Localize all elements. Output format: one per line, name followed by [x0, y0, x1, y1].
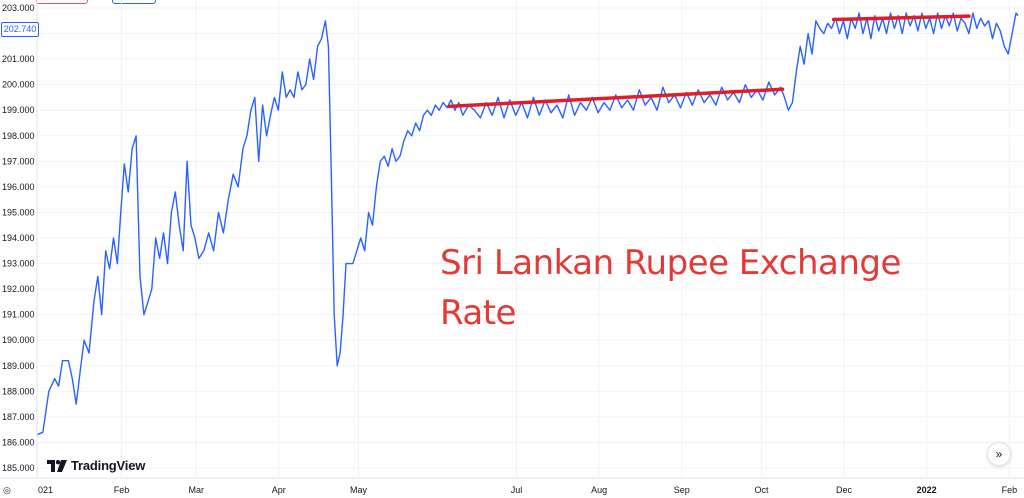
x-tick-label: Apr	[272, 485, 286, 495]
x-tick-label: Jul	[511, 485, 523, 495]
x-tick-label: Mar	[188, 485, 204, 495]
trendline-layer	[447, 14, 971, 109]
tradingview-logo-text: TradingView	[71, 458, 146, 473]
time-axis: 021 Feb Mar Apr May Jul Aug Sep Oct Dec 2022 Feb	[38, 485, 1017, 495]
x-tick-label: Dec	[836, 485, 853, 495]
y-tick-label: 199.000	[2, 105, 35, 115]
chevron-double-right-icon: »	[995, 447, 1003, 461]
exchange-rate-series-line	[36, 12, 1019, 436]
y-tick-label: 192.000	[2, 284, 35, 294]
trendline[interactable]	[447, 87, 785, 109]
y-tick-label: 189.000	[2, 361, 35, 371]
annotation-line-1: Sri Lankan Rupee Exchange	[440, 243, 901, 283]
x-tick-label: Feb	[114, 485, 130, 495]
y-tick-label: 188.000	[2, 386, 35, 396]
scroll-to-realtime-button[interactable]: »	[987, 442, 1011, 466]
x-tick-label: May	[350, 485, 368, 495]
y-tick-label: 185.000	[2, 463, 35, 473]
trendline[interactable]	[831, 14, 971, 22]
annotation-line-2: Rate	[440, 293, 516, 333]
y-tick-label: 200.000	[2, 80, 35, 90]
y-tick-label: 186.000	[2, 437, 35, 447]
gear-icon[interactable]: ◎	[3, 485, 11, 495]
x-tick-label: 2022	[917, 485, 937, 495]
x-tick-label: Oct	[755, 485, 770, 495]
tradingview-logo-icon	[47, 459, 67, 472]
y-tick-label: 193.000	[2, 259, 35, 269]
y-tick-label: 196.000	[2, 182, 35, 192]
y-tick-label: 187.000	[2, 412, 35, 422]
y-tick-label: 197.000	[2, 156, 35, 166]
chart-grid	[36, 0, 1024, 478]
y-tick-label: 201.000	[2, 54, 35, 64]
chart-annotation: Sri Lankan Rupee Exchange Rate	[440, 238, 960, 338]
tradingview-logo[interactable]: TradingView	[47, 458, 145, 473]
y-tick-label: 191.000	[2, 310, 35, 320]
y-tick-label: 190.000	[2, 335, 35, 345]
x-tick-label: Aug	[591, 485, 607, 495]
x-tick-label: Feb	[1002, 485, 1018, 495]
y-tick-label: 194.000	[2, 233, 35, 243]
price-axis: 185.000 186.000 187.000 188.000 189.000 190.0…	[2, 3, 35, 473]
x-tick-label: 021	[38, 485, 53, 495]
y-tick-label: 198.000	[2, 131, 35, 141]
top-toolbar-button-blue[interactable]	[112, 0, 156, 4]
y-tick-label: 195.000	[2, 207, 35, 217]
x-tick-label: Sep	[674, 485, 690, 495]
y-tick-label: 203.000	[2, 3, 35, 13]
last-price-label: 202.740	[1, 22, 39, 37]
